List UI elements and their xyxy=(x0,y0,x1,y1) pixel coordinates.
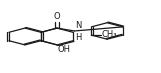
Text: N: N xyxy=(75,21,81,30)
Text: H: H xyxy=(75,33,81,42)
Text: OH: OH xyxy=(58,45,71,54)
Text: O: O xyxy=(54,12,60,21)
Text: CH₃: CH₃ xyxy=(102,30,117,39)
